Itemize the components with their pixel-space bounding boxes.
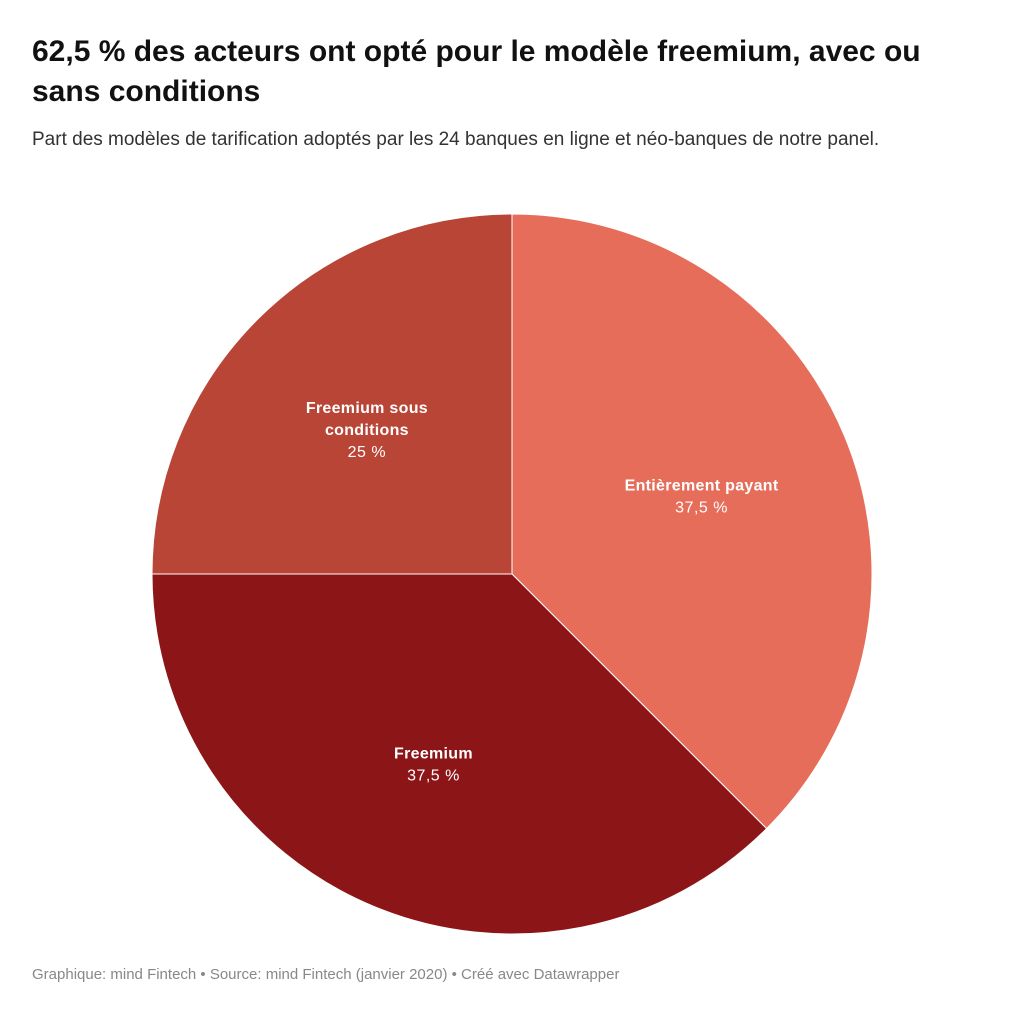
- chart-subtitle: Part des modèles de tarification adoptés…: [32, 129, 880, 150]
- slice-value-label: 25 %: [348, 444, 386, 461]
- chart-title: 62,5 % des acteurs ont opté pour le modè…: [32, 35, 921, 108]
- pie-slices: [151, 213, 873, 935]
- slice-value-label: 37,5 %: [407, 768, 460, 785]
- slice-category-label: Freemium: [394, 746, 473, 763]
- pie-slice-entierement-payant: [511, 213, 873, 830]
- slice-label-entierement-payant: Entièrement payant 37,5 %: [625, 477, 779, 516]
- slice-category-label: conditions: [325, 422, 409, 439]
- slice-label-freemium: Freemium 37,5 %: [394, 746, 473, 785]
- pie-slice-freemium: [151, 573, 768, 935]
- slice-category-label: Entièrement payant: [625, 477, 779, 494]
- slice-category-label: Freemium sous: [306, 400, 428, 417]
- chart-footer: Graphique: mind Fintech • Source: mind F…: [32, 966, 620, 983]
- pie-slice-freemium-sous-conditions: [151, 213, 513, 575]
- slice-label-freemium-sous-conditions: Freemium sous conditions 25 %: [306, 400, 428, 461]
- slice-value-label: 37,5 %: [675, 499, 728, 516]
